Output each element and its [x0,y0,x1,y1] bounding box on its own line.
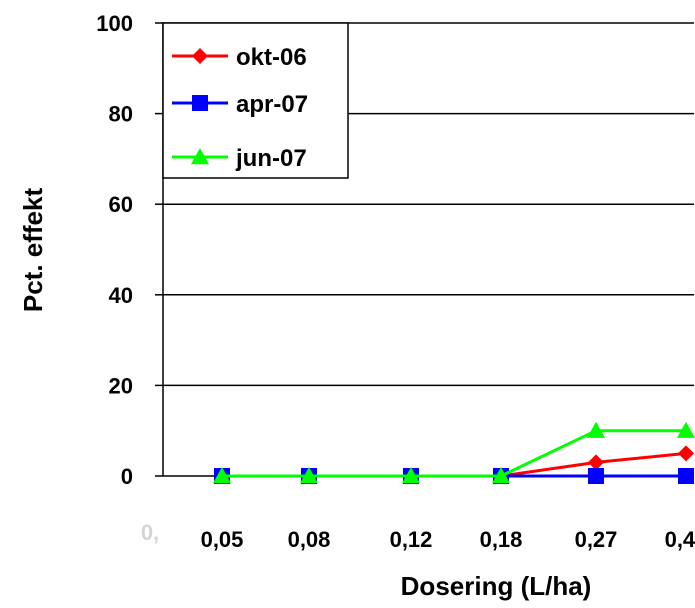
y-tick-label: 60 [109,192,133,217]
y-axis-title: Pct. effekt [18,188,48,313]
x-axis-start-label: 0, [141,520,159,545]
x-tick-label: 0,18 [480,527,523,552]
x-tick-label: 0,08 [288,527,331,552]
legend-label: apr-07 [236,91,308,118]
y-tick-label: 20 [109,373,133,398]
y-tick-label: 0 [121,464,133,489]
data-point-jun-07 [492,467,510,484]
y-tick-label: 100 [96,11,133,36]
series-jun-07 [213,421,695,484]
legend-label: jun-07 [235,145,307,172]
legend: okt-06 apr-07 jun-07 [162,22,349,179]
data-point-jun-07 [402,467,420,484]
legend-item-jun-07: jun-07 [172,145,307,172]
x-axis-title: Dosering (L/ha) [401,571,592,601]
y-tick-label: 40 [109,283,133,308]
data-point-jun-07 [677,421,695,438]
data-point-jun-07 [213,467,231,484]
x-tick-label: 0,41 [665,527,695,552]
data-point-okt-06 [588,454,604,471]
x-tick-label: 0,27 [575,527,618,552]
legend-marker-apr-07 [192,95,208,111]
data-point-jun-07 [587,421,605,438]
data-point-jun-07 [300,467,318,484]
legend-marker-okt-06 [192,48,208,64]
x-tick-labels: 0, 0,05 0,08 0,12 0,18 0,27 0,41 [141,520,695,552]
y-tick-labels: 0 20 40 60 80 100 [96,11,133,489]
legend-marker-jun-07 [191,148,209,165]
x-tick-label: 0,12 [390,527,433,552]
series-line-okt-06 [222,451,687,478]
legend-label: okt-06 [236,44,307,71]
series-okt-06 [214,445,694,484]
legend-item-apr-07: apr-07 [172,91,308,118]
series-line-jun-07 [222,429,686,478]
series-group [213,421,695,484]
x-tick-label: 0,05 [201,527,244,552]
data-point-apr-07 [678,468,694,484]
legend-item-okt-06: okt-06 [172,44,307,71]
data-point-okt-06 [678,445,694,462]
y-tick-label: 80 [109,102,133,127]
data-point-apr-07 [588,468,604,484]
